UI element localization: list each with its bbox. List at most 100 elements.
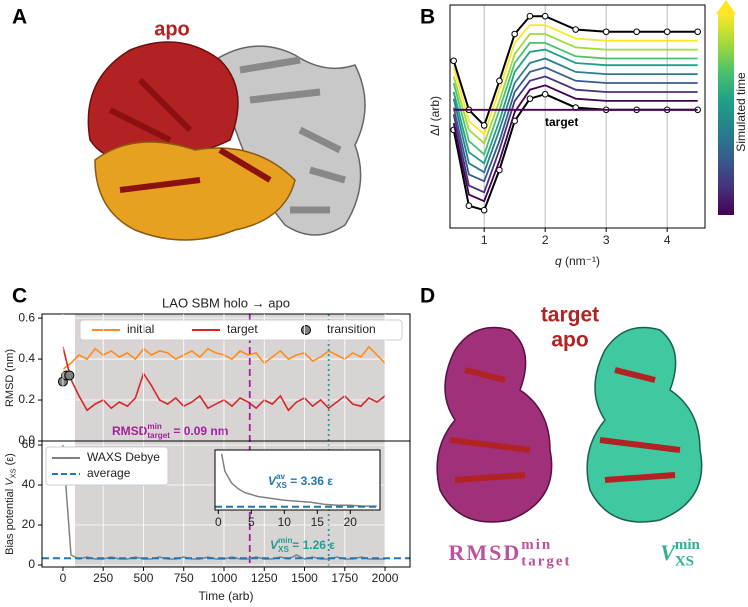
marker (526, 12, 534, 20)
text-part: min (521, 538, 552, 554)
text-part: (arb) (428, 96, 442, 125)
text-part: I (428, 124, 442, 128)
curve (452, 93, 698, 212)
panel-letter: C (12, 285, 27, 308)
protein-a (87, 41, 366, 241)
marker (572, 26, 579, 33)
curve (452, 75, 698, 194)
x-tick-label: 1 (481, 233, 488, 247)
inset-line (220, 453, 377, 507)
text-part: Bias potential (4, 486, 16, 555)
legend-label: average (87, 466, 131, 480)
y-tick-label: 20 (22, 517, 36, 531)
curve (452, 48, 698, 165)
x-tick-label: 20 (344, 515, 358, 529)
panel-letter: A (12, 6, 27, 29)
target-label: target (541, 304, 599, 327)
x-tick-label: 1000 (211, 571, 238, 585)
legend-label: WAXS Debye (87, 450, 160, 464)
y-tick-label: 0.4 (18, 351, 35, 365)
annotation: target (545, 115, 578, 129)
y-tick-label: 60 (22, 437, 36, 451)
apo-label: apo (154, 18, 190, 40)
text-part: target (521, 554, 571, 570)
marker (541, 90, 549, 98)
x-tick-label: 2 (542, 233, 549, 247)
transition-point (64, 370, 75, 381)
x-tick-label: 750 (174, 571, 194, 585)
text-part: XS (276, 481, 287, 490)
x-tick-label: 1500 (291, 571, 318, 585)
marker (511, 30, 518, 38)
text-part: min (278, 536, 293, 545)
panel-letter: D (420, 285, 435, 308)
legend-label: target (227, 322, 258, 336)
x-axis-label: Time (arb) (199, 589, 254, 603)
x-tick-label: 15 (311, 515, 325, 529)
marker (480, 122, 488, 129)
x-tick-label: 1250 (251, 571, 278, 585)
curve (452, 57, 698, 174)
y-axis-label: Bias potential VXS (ε) (4, 453, 17, 555)
text-part: XS (8, 468, 17, 478)
curve (452, 42, 698, 156)
axes-frame (214, 449, 381, 511)
rmsd-label: RMSDmin target (449, 538, 572, 571)
text-part: min (147, 422, 162, 431)
axes-frame (449, 4, 706, 229)
marker (480, 206, 488, 214)
x-tick-label: 4 (664, 233, 671, 247)
marker (633, 28, 640, 36)
axes-frame (41, 440, 411, 568)
marker (526, 95, 534, 102)
holo-label: holo (167, 220, 209, 242)
vxs-overlay (599, 367, 681, 483)
annotation: Vav XS = 3.36 ε (268, 472, 333, 490)
y-tick-label: 40 (22, 477, 36, 491)
x-tick-label: 500 (133, 571, 153, 585)
colorbar (718, 14, 734, 215)
gray-helices (239, 56, 346, 214)
curve (452, 84, 698, 203)
y-tick-label: 0.0 (18, 433, 35, 447)
annotation: Vmin XS = 1.26 ε (270, 536, 335, 554)
legend-label: transition (327, 322, 376, 336)
text-part: q (555, 254, 562, 268)
text-part: = 1.26 ε (289, 538, 335, 552)
x-tick-label: 10 (278, 515, 292, 529)
x-tick-label: 1750 (331, 571, 358, 585)
y-axis-label: RMSD (nm) (4, 349, 16, 407)
x-tick-label: 0 (60, 571, 67, 585)
red-strands (108, 77, 272, 193)
text-part: (nm⁻¹) (562, 254, 600, 268)
y-tick-label: 0.2 (18, 392, 35, 406)
text-part: target (147, 431, 170, 440)
x-axis-label: q (nm⁻¹) (555, 254, 600, 268)
marker (663, 28, 671, 36)
text-part: V (268, 474, 277, 488)
text-part: V (270, 538, 279, 552)
apo-label: apo (551, 329, 588, 352)
x-tick-label: 3 (603, 233, 610, 247)
text-part: av (276, 472, 286, 481)
x-tick-label: 5 (248, 515, 255, 529)
text-part: XS (675, 554, 694, 570)
text-part: = 3.36 ε (287, 474, 333, 488)
marker (602, 28, 610, 36)
chart-title: LAO SBM holo → apo (162, 295, 290, 310)
text-part: V (4, 477, 16, 486)
protein-d (436, 326, 703, 523)
marker (496, 77, 503, 85)
colorbar-label: Simulated time (734, 72, 748, 152)
text-part: Δ (428, 128, 442, 136)
text-part: RMSD (112, 424, 148, 438)
curve (452, 24, 698, 136)
legend-swatch (301, 325, 311, 335)
text-part: XS (278, 545, 289, 554)
inset-background (215, 450, 380, 510)
text-part: min (675, 538, 701, 554)
text-part: RMSD (449, 540, 522, 565)
marker (465, 202, 473, 209)
rmsd-overlay (449, 367, 531, 483)
